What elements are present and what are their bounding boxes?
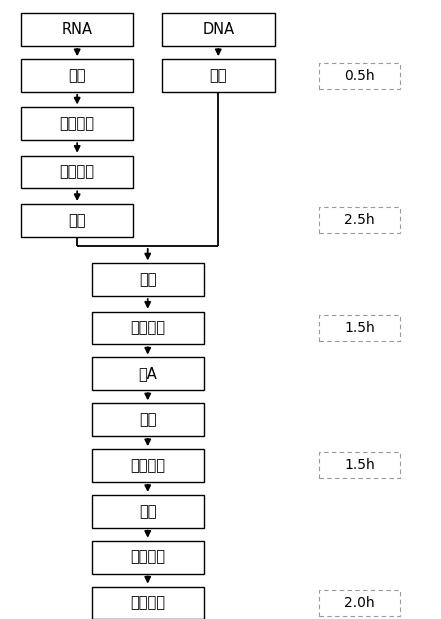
Bar xyxy=(92,541,204,573)
Bar xyxy=(162,13,274,46)
Bar xyxy=(21,107,133,140)
Text: RNA: RNA xyxy=(62,22,93,37)
Bar xyxy=(318,590,400,616)
Bar xyxy=(21,204,133,236)
Bar xyxy=(92,404,204,436)
Bar xyxy=(318,315,400,341)
Bar xyxy=(92,495,204,527)
Bar xyxy=(162,59,274,92)
Text: 末端修复: 末端修复 xyxy=(130,321,165,335)
Text: 一链合成: 一链合成 xyxy=(60,116,95,131)
Text: 0.5h: 0.5h xyxy=(344,69,375,82)
Text: 二链合成: 二链合成 xyxy=(60,165,95,180)
Bar xyxy=(318,452,400,478)
Text: 打断: 打断 xyxy=(209,68,227,83)
Bar xyxy=(92,263,204,296)
Bar xyxy=(92,449,204,482)
Bar xyxy=(318,207,400,233)
Text: 2.5h: 2.5h xyxy=(344,214,375,227)
Text: 纯化: 纯化 xyxy=(68,213,86,228)
Text: 接头连接: 接头连接 xyxy=(130,458,165,473)
Text: 文库扩增: 文库扩增 xyxy=(130,550,165,565)
Text: 纯化: 纯化 xyxy=(139,412,157,427)
Bar xyxy=(21,59,133,92)
Bar xyxy=(92,587,204,619)
Text: 文库纯化: 文库纯化 xyxy=(130,595,165,610)
Text: 加A: 加A xyxy=(138,366,157,381)
Bar xyxy=(92,312,204,344)
Bar xyxy=(21,155,133,188)
Text: 混合: 混合 xyxy=(139,272,157,287)
Bar xyxy=(21,13,133,46)
Bar xyxy=(318,63,400,89)
Text: 1.5h: 1.5h xyxy=(344,321,375,335)
Text: DNA: DNA xyxy=(202,22,234,37)
Text: 纯化: 纯化 xyxy=(139,504,157,519)
Text: 2.0h: 2.0h xyxy=(344,596,375,610)
Text: 打断: 打断 xyxy=(68,68,86,83)
Bar xyxy=(92,358,204,391)
Text: 1.5h: 1.5h xyxy=(344,459,375,472)
